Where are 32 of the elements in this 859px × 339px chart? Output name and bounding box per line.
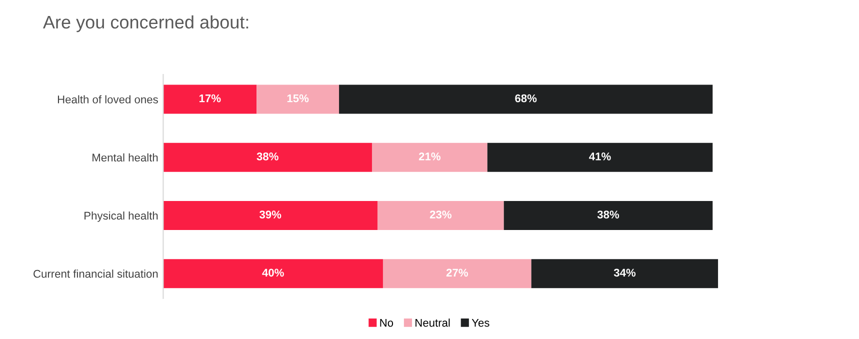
data-label: 23% (430, 210, 452, 219)
legend-label: No (380, 318, 394, 327)
bar (163, 84, 257, 114)
bar (339, 84, 713, 114)
data-label: 17% (199, 94, 221, 102)
data-label: 40% (262, 268, 284, 277)
chart-title: Are you concerned about: (42, 15, 248, 32)
data-label: 38% (256, 152, 278, 160)
legend-label: Yes (472, 318, 490, 327)
bar (163, 200, 378, 230)
y-tick-label: Health of loved ones (58, 95, 158, 104)
data-label: 68% (515, 94, 537, 102)
bar (163, 259, 383, 288)
y-tick-label: Current financial situation (34, 270, 158, 278)
data-label: 39% (259, 210, 282, 219)
bar (377, 200, 504, 230)
data-label: 27% (446, 268, 468, 277)
bar (382, 259, 532, 288)
bar (256, 84, 340, 114)
bar (163, 142, 372, 172)
bar (531, 259, 718, 288)
data-label: 38% (597, 210, 620, 219)
data-label: 41% (589, 152, 611, 160)
bar (504, 200, 713, 230)
data-label: 15% (287, 94, 309, 102)
legend-label: Neutral (416, 318, 450, 327)
data-label: 21% (418, 152, 441, 160)
y-tick-label: Physical health (84, 211, 158, 222)
data-label: 34% (614, 268, 636, 277)
bar (372, 142, 488, 172)
bar (487, 142, 713, 172)
y-tick-label: Mental health (92, 153, 158, 162)
